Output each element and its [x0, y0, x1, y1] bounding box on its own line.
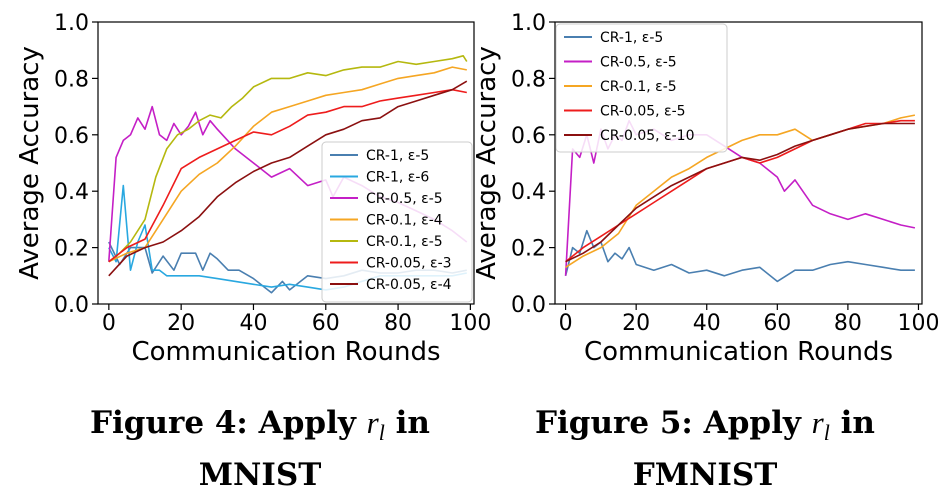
x-tick-label: 20 — [167, 311, 195, 336]
legend-label: CR-0.1, ε-5 — [600, 79, 677, 95]
legend-label: CR-0.05, ε-10 — [600, 128, 695, 144]
y-tick-label: 0.0 — [511, 293, 546, 318]
x-tick-label: 40 — [693, 311, 721, 336]
y-tick-label: 0.8 — [54, 67, 89, 92]
legend-box — [555, 23, 728, 153]
series-line-5 — [108, 88, 467, 263]
caption-line-1: Figure 4: Apply rl in — [90, 405, 430, 446]
figure-4-caption: Figure 4: Apply rl in MNIST — [60, 402, 460, 496]
y-axis-label: Average Accuracy — [472, 46, 502, 280]
x-tick-label: 0 — [559, 311, 573, 336]
caption-line-1: Figure 5: Apply rl in — [535, 405, 875, 446]
legend-label: CR-1, ε-5 — [366, 148, 429, 164]
legend-label: CR-0.1, ε-4 — [366, 213, 443, 229]
x-axis-label: Communication Rounds — [131, 337, 440, 367]
x-tick-label: 100 — [449, 311, 491, 336]
legend-label: CR-1, ε-5 — [600, 30, 663, 46]
y-tick-label: 0.4 — [511, 180, 546, 205]
x-tick-label: 60 — [763, 311, 791, 336]
y-tick-label: 0.6 — [511, 124, 546, 149]
y-tick-label: 0.2 — [511, 237, 546, 262]
y-tick-label: 1.0 — [511, 11, 546, 36]
caption-math: rl — [811, 405, 830, 446]
x-tick-label: 40 — [239, 311, 267, 336]
chart-mnist: 0.0 0.2 0.4 0.6 0.8 1.0 0 20 40 60 80 100 Communicat… — [15, 11, 491, 367]
caption-line-2: MNIST — [198, 457, 322, 494]
y-tick-label: 0.6 — [54, 124, 89, 149]
legend: CR-1, ε-5 CR-1, ε-6 CR-0.5, ε-5 CR-0.1, ε-4… — [321, 141, 473, 303]
legend-label: CR-0.1, ε-5 — [366, 234, 443, 250]
figure-5-caption: Figure 5: Apply rl in FMNIST — [505, 402, 905, 496]
chart-fmnist: 0.0 0.2 0.4 0.6 0.8 1.0 0 20 40 60 80 100Communicat… — [472, 11, 939, 367]
x-tick-label: 80 — [384, 311, 412, 336]
x-tick-label: 100 — [897, 311, 939, 336]
figure-canvas: 0.00.20.40.60.81.00 20 40 60 80 100Communicat… — [15, 11, 939, 367]
y-tick-label: 0.0 — [54, 293, 89, 318]
legend-label: CR-0.05, ε-4 — [366, 277, 452, 293]
series-line-3 — [108, 66, 467, 263]
legend-label: CR-0.05, ε-3 — [366, 256, 452, 272]
y-tick-label: 0.4 — [54, 180, 89, 205]
x-tick-label: 0 — [102, 311, 116, 336]
series-line-0 — [564, 229, 915, 283]
legend-label: CR-0.5, ε-5 — [600, 55, 677, 71]
y-tick-label: 1.0 — [54, 11, 89, 36]
x-tick-label: 60 — [312, 311, 340, 336]
legend-label: CR-1, ε-6 — [366, 170, 429, 186]
y-axis-label: Average Accuracy — [15, 46, 45, 280]
caption-math: rl — [366, 405, 385, 446]
series-line-6 — [108, 80, 468, 277]
plot-frame — [97, 21, 475, 305]
y-tick-label: 0.8 — [511, 67, 546, 92]
legend: CR-1, ε-5 CR-0.5, ε-5 CR-0.1, ε-5 CR-0.05, … — [555, 23, 728, 153]
legend-label: CR-0.5, ε-5 — [366, 191, 443, 207]
y-tick-label: 0.2 — [54, 237, 89, 262]
caption-line-2: FMNIST — [632, 457, 778, 494]
series-lines — [108, 55, 468, 294]
legend-label: CR-0.05, ε-5 — [600, 104, 686, 120]
x-axis-label: Communication Rounds — [584, 337, 893, 367]
plot-frame — [554, 21, 923, 305]
legend-box — [321, 141, 473, 303]
x-tick-label: 20 — [622, 311, 650, 336]
series-line-4 — [108, 55, 468, 263]
series-line-4 — [565, 122, 915, 263]
x-tick-label: 80 — [834, 311, 862, 336]
